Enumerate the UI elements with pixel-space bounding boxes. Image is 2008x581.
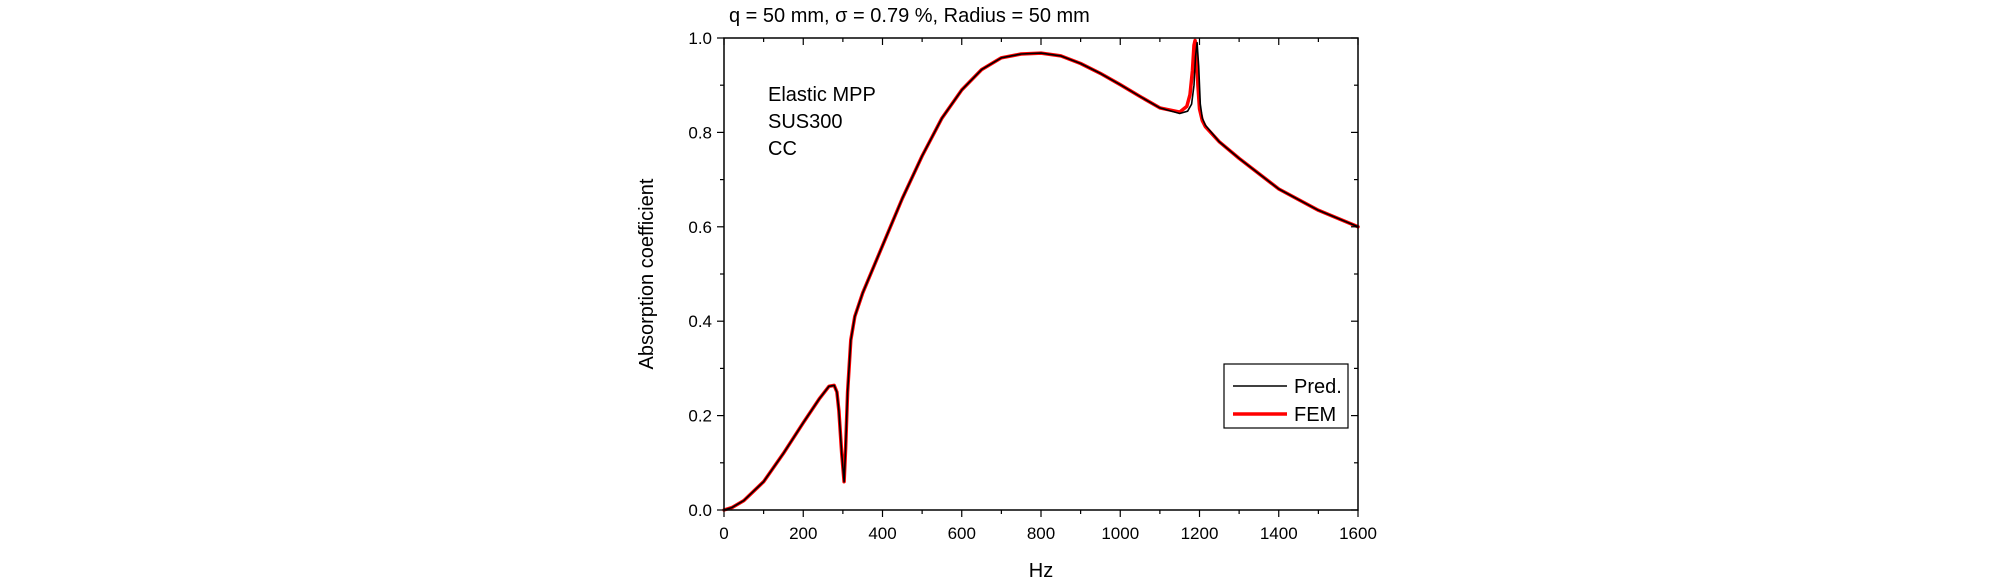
legend-label-fem: FEM bbox=[1294, 404, 1336, 426]
plot-frame bbox=[723, 37, 1359, 511]
legend-label-pred: Pred. bbox=[1294, 376, 1342, 398]
x-tick-label: 600 bbox=[948, 524, 976, 543]
annotation-line-3: CC bbox=[768, 138, 797, 160]
chart-title: q = 50 mm, σ = 0.79 %, Radius = 50 mm bbox=[729, 5, 1090, 27]
legend-box bbox=[1223, 363, 1349, 429]
y-axis-label: Absorption coefficient bbox=[636, 178, 658, 369]
x-tick-label: 1000 bbox=[1101, 524, 1139, 543]
plot-lines bbox=[722, 38, 1360, 512]
y-tick-label: 0.4 bbox=[688, 312, 712, 331]
x-tick-label: 1600 bbox=[1339, 524, 1377, 543]
y-tick-label: 1.0 bbox=[688, 29, 712, 48]
y-tick-label: 0.0 bbox=[688, 501, 712, 520]
x-axis-ticks: 0 200 400 600 800 1000 1200 1400 1600 bbox=[719, 38, 1377, 543]
y-axis-ticks: 0.0 0.2 0.4 0.6 0.8 1.0 bbox=[688, 29, 1358, 520]
series-line-pred bbox=[723, 41, 1359, 511]
y-tick-label: 0.8 bbox=[688, 123, 712, 142]
x-tick-label: 1200 bbox=[1181, 524, 1219, 543]
annotation-line-2: SUS300 bbox=[768, 111, 843, 133]
x-axis-label: Hz bbox=[1029, 560, 1053, 581]
x-tick-label: 1400 bbox=[1260, 524, 1298, 543]
x-tick-label: 400 bbox=[868, 524, 896, 543]
x-tick-label: 200 bbox=[789, 524, 817, 543]
y-tick-label: 0.2 bbox=[688, 407, 712, 426]
y-tick-label: 0.6 bbox=[688, 218, 712, 237]
annotation-line-1: Elastic MPP bbox=[768, 84, 876, 106]
x-tick-label: 800 bbox=[1027, 524, 1055, 543]
x-tick-label: 0 bbox=[719, 524, 728, 543]
legend: Pred. FEM bbox=[1223, 363, 1349, 429]
